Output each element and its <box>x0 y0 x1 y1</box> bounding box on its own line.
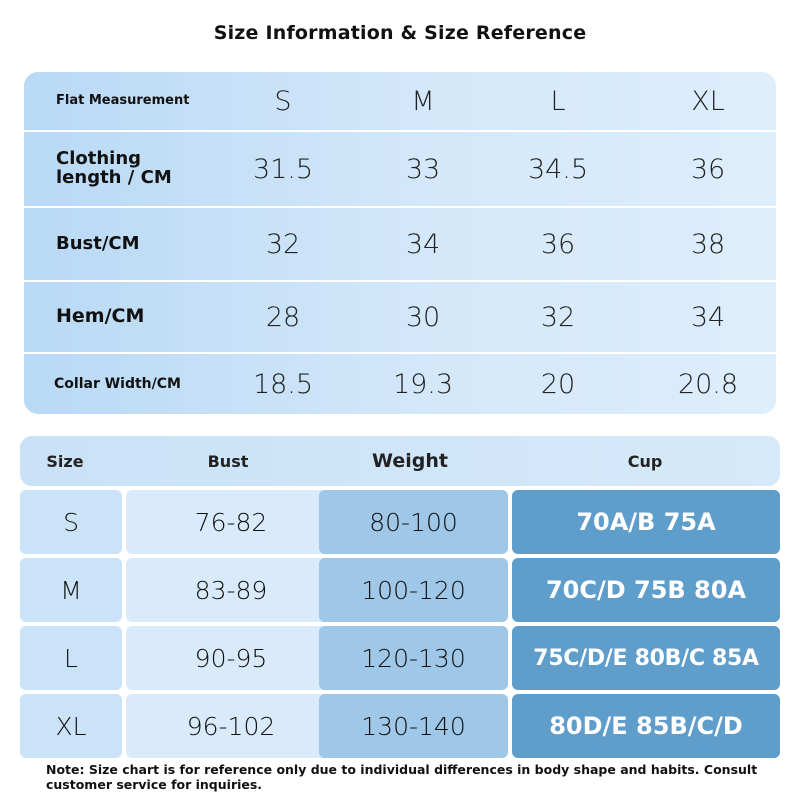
table-cell: 28 <box>265 301 301 333</box>
table-cell: 32 <box>540 301 576 333</box>
weight-cell: 100-120 <box>319 558 508 622</box>
clothing-length-label: Clothing length / CM <box>24 148 224 188</box>
flat-measurement-table: Flat Measurement S M L XL Clothing lengt… <box>24 72 776 414</box>
table-cell: 34.5 <box>527 153 589 185</box>
table-cell: 32 <box>265 228 301 260</box>
bust-label: Bust/CM <box>56 232 140 254</box>
table-row: M 83-89 100-120 70C/D 75B 80A <box>20 558 780 622</box>
table-row: XL 96-102 130-140 80D/E 85B/C/D <box>20 694 780 758</box>
cup-cell: 75C/D/E 80B/C 85A <box>512 626 780 690</box>
hem-row: Hem/CM 28 30 32 34 <box>24 282 776 354</box>
weight-cell: 80-100 <box>319 490 508 554</box>
clothing-length-label-line2: length / CM <box>56 167 172 188</box>
size-cell: L <box>20 626 122 690</box>
table-cell: 36 <box>540 228 576 260</box>
size-m-header: M <box>411 85 435 117</box>
cup-cell: 80D/E 85B/C/D <box>512 694 780 758</box>
clothing-length-label-line1: Clothing <box>56 148 142 170</box>
collar-width-row: Collar Width/CM 18.5 19.3 20 20.8 <box>24 354 776 414</box>
table-cell: 36 <box>690 153 726 185</box>
flat-header-row: Flat Measurement S M L XL <box>24 72 776 132</box>
table-cell: 20.8 <box>677 368 739 400</box>
size-xl-header: XL <box>691 85 725 117</box>
size-cell: M <box>20 558 122 622</box>
weight-cell: 130-140 <box>319 694 508 758</box>
reference-note: Note: Size chart is for reference only d… <box>46 762 758 792</box>
bust-cell: 83-89 <box>126 558 336 622</box>
weight-column-header: Weight <box>372 450 448 472</box>
collar-width-label: Collar Width/CM <box>54 375 181 392</box>
table-row: L 90-95 120-130 75C/D/E 80B/C 85A <box>20 626 780 690</box>
size-s-header: S <box>274 85 292 117</box>
size-l-header: L <box>550 85 566 117</box>
table-row: S 76-82 80-100 70A/B 75A <box>20 490 780 554</box>
cup-cell: 70C/D 75B 80A <box>512 558 780 622</box>
size-reference-header: Size Bust Weight Cup <box>20 436 780 486</box>
hem-label: Hem/CM <box>56 305 145 328</box>
flat-header-label: Flat Measurement <box>56 93 190 109</box>
table-cell: 34 <box>690 301 726 333</box>
table-cell: 38 <box>690 228 726 260</box>
table-cell: 31.5 <box>252 153 314 185</box>
size-column-header: Size <box>46 451 84 471</box>
page-title: Size Information & Size Reference <box>213 22 587 44</box>
table-cell: 34 <box>405 228 441 260</box>
bust-row: Bust/CM 32 34 36 38 <box>24 208 776 282</box>
bust-cell: 76-82 <box>126 490 336 554</box>
bust-column-header: Bust <box>207 451 249 471</box>
table-cell: 20 <box>540 368 576 400</box>
size-cell: S <box>20 490 122 554</box>
bust-cell: 90-95 <box>126 626 336 690</box>
bust-cell: 96-102 <box>126 694 336 758</box>
table-cell: 30 <box>405 301 441 333</box>
table-cell: 18.5 <box>252 368 314 400</box>
clothing-length-row: Clothing length / CM 31.5 33 34.5 36 <box>24 132 776 208</box>
cup-column-header: Cup <box>627 451 663 471</box>
weight-cell: 120-130 <box>319 626 508 690</box>
table-cell: 33 <box>405 153 441 185</box>
table-cell: 19.3 <box>392 368 454 400</box>
size-cell: XL <box>20 694 122 758</box>
cup-cell: 70A/B 75A <box>512 490 780 554</box>
